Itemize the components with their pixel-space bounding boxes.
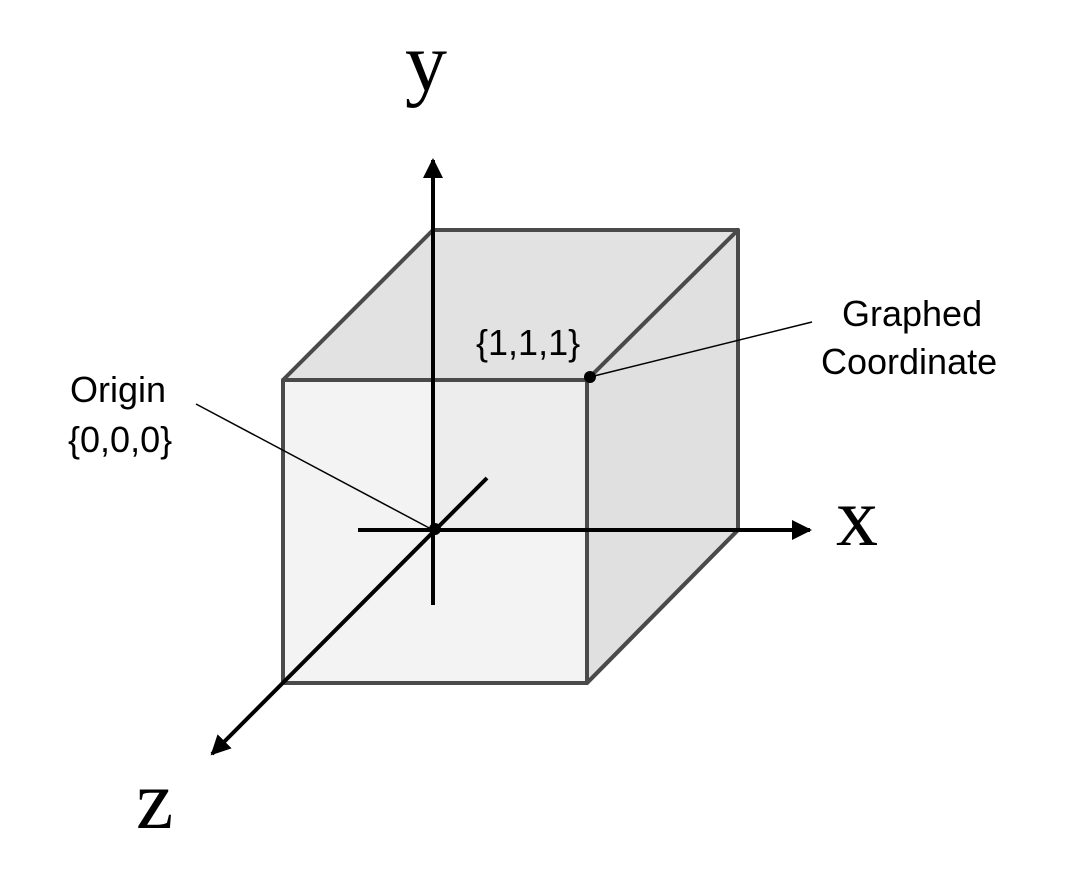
origin-coords: {0,0,0} bbox=[68, 419, 172, 460]
cube bbox=[281, 228, 740, 685]
origin-title: Origin bbox=[70, 369, 166, 410]
x-axis-label: x bbox=[836, 471, 878, 564]
origin-point bbox=[429, 523, 441, 535]
z-axis-label: z bbox=[136, 754, 173, 847]
point-label-line1: Graphed bbox=[842, 293, 982, 334]
point-label-line2: Coordinate bbox=[821, 341, 997, 382]
coordinate-leader-line bbox=[589, 321, 813, 378]
y-axis-label: y bbox=[405, 16, 447, 109]
origin-leader-line bbox=[195, 403, 434, 531]
point-coords: {1,1,1} bbox=[476, 322, 580, 363]
z-axis-line bbox=[210, 476, 489, 756]
graphed-point bbox=[584, 371, 596, 383]
cube-edge-bottom-right bbox=[585, 528, 740, 685]
